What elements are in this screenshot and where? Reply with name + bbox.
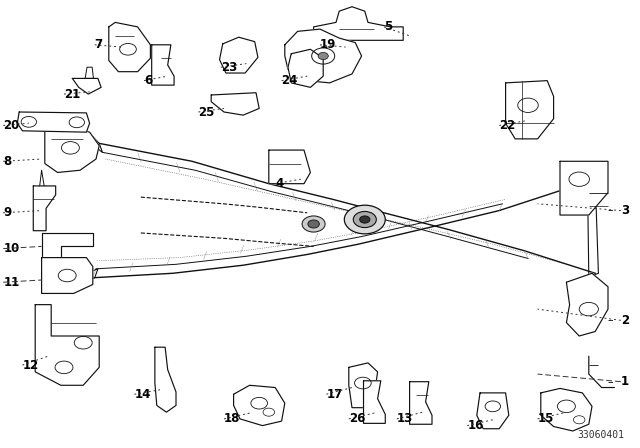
Text: 9: 9 [3, 206, 12, 220]
Text: 13: 13 [397, 412, 413, 426]
Text: 2: 2 [621, 314, 629, 327]
Text: 18: 18 [224, 412, 241, 426]
Text: 3: 3 [621, 204, 629, 217]
Text: 12: 12 [22, 358, 38, 372]
Text: –: – [607, 206, 613, 215]
Polygon shape [72, 78, 101, 94]
Polygon shape [45, 125, 99, 172]
Text: 5: 5 [384, 20, 392, 34]
Polygon shape [288, 49, 323, 87]
Text: 22: 22 [499, 119, 515, 132]
Text: 26: 26 [349, 412, 365, 426]
Text: 6: 6 [144, 74, 152, 87]
Polygon shape [506, 81, 554, 139]
Text: 33060401: 33060401 [577, 430, 624, 440]
Text: 25: 25 [198, 105, 215, 119]
Polygon shape [285, 29, 362, 83]
Text: 17: 17 [326, 388, 342, 401]
Text: –: – [607, 315, 613, 325]
Polygon shape [42, 233, 93, 262]
Polygon shape [349, 363, 378, 408]
Circle shape [308, 220, 319, 228]
Text: 8: 8 [3, 155, 12, 168]
Text: 20: 20 [3, 119, 19, 132]
Polygon shape [109, 22, 150, 72]
Text: 4: 4 [275, 177, 284, 190]
Text: 23: 23 [221, 60, 237, 74]
Polygon shape [42, 258, 93, 293]
Polygon shape [477, 393, 509, 429]
Text: 1: 1 [621, 375, 629, 388]
Polygon shape [234, 385, 285, 426]
Text: 16: 16 [467, 419, 484, 432]
Circle shape [360, 216, 370, 223]
Polygon shape [410, 382, 432, 424]
Polygon shape [364, 381, 385, 423]
Polygon shape [152, 45, 174, 85]
Text: –: – [607, 377, 613, 387]
Polygon shape [314, 7, 403, 40]
Circle shape [318, 52, 328, 60]
Text: 24: 24 [282, 74, 298, 87]
Polygon shape [33, 186, 56, 231]
Polygon shape [541, 388, 592, 431]
Polygon shape [269, 150, 310, 184]
Text: 7: 7 [95, 38, 103, 52]
Text: 14: 14 [134, 388, 151, 401]
Polygon shape [35, 305, 99, 385]
Text: 21: 21 [64, 87, 80, 101]
Polygon shape [566, 273, 608, 336]
Text: 15: 15 [538, 412, 554, 426]
Text: 19: 19 [320, 38, 337, 52]
Polygon shape [560, 161, 608, 215]
Polygon shape [220, 37, 258, 73]
Circle shape [344, 205, 385, 234]
Polygon shape [211, 93, 259, 115]
Circle shape [353, 211, 376, 228]
Circle shape [302, 216, 325, 232]
Text: 10: 10 [3, 242, 19, 255]
Polygon shape [155, 347, 176, 412]
Text: 11: 11 [3, 276, 19, 289]
Polygon shape [17, 112, 90, 132]
